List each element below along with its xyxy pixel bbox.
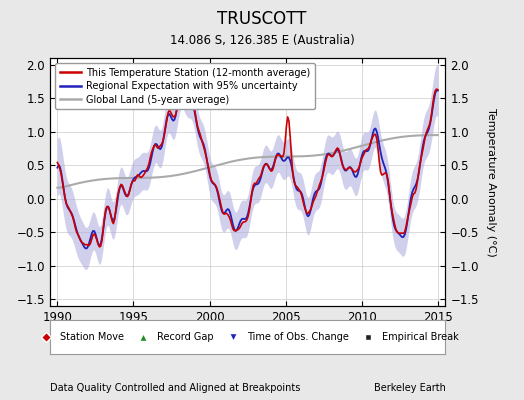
Y-axis label: Temperature Anomaly (°C): Temperature Anomaly (°C) bbox=[486, 108, 496, 256]
Text: Data Quality Controlled and Aligned at Breakpoints: Data Quality Controlled and Aligned at B… bbox=[50, 383, 300, 393]
Text: Berkeley Earth: Berkeley Earth bbox=[374, 383, 445, 393]
Text: TRUSCOTT: TRUSCOTT bbox=[217, 10, 307, 28]
Legend: This Temperature Station (12-month average), Regional Expectation with 95% uncer: This Temperature Station (12-month avera… bbox=[54, 63, 315, 109]
Text: 14.086 S, 126.385 E (Australia): 14.086 S, 126.385 E (Australia) bbox=[170, 34, 354, 47]
Legend: Station Move, Record Gap, Time of Obs. Change, Empirical Break: Station Move, Record Gap, Time of Obs. C… bbox=[34, 329, 461, 345]
